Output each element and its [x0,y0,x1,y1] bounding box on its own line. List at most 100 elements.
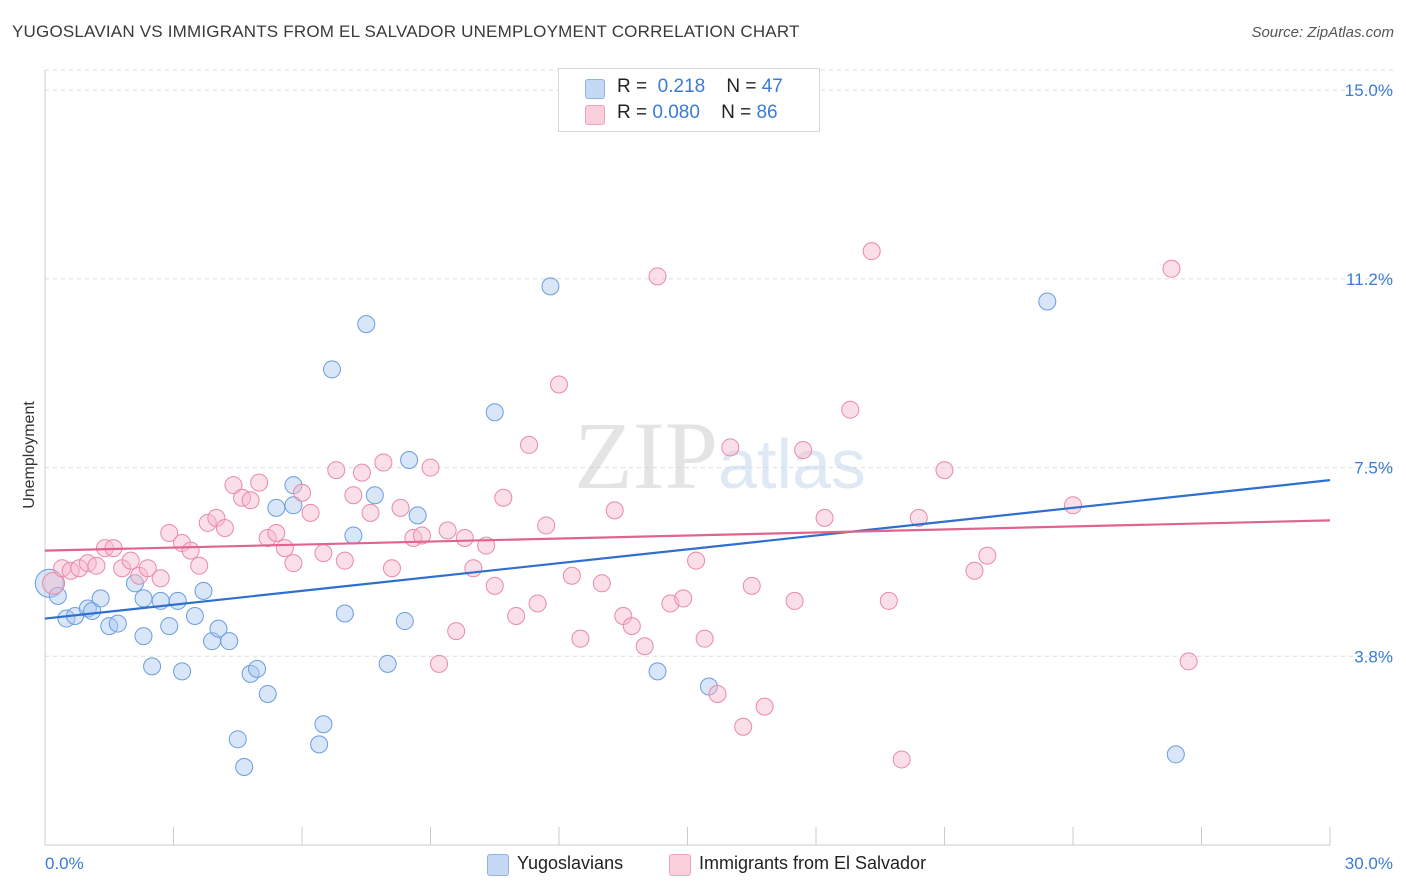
point-el-salvador [344,486,363,505]
point-el-salvador [571,629,590,648]
stats-legend: R = 0.218 N = 47 R = 0.080 N = 86 [558,68,820,132]
point-el-salvador [1064,496,1082,515]
point-el-salvador [815,508,834,527]
point-yugoslavians [395,612,414,631]
point-el-salvador [190,556,209,575]
legend-r-label: R = [617,102,648,123]
legend-swatch-pink [585,105,605,125]
point-el-salvador [734,717,753,736]
point-el-salvador [708,685,727,704]
point-el-salvador [121,551,140,570]
point-el-salvador [314,544,333,563]
point-el-salvador [965,561,984,580]
point-el-salvador [935,461,954,480]
point-yugoslavians [173,662,192,681]
legend-n-value: 86 [756,102,778,123]
point-el-salvador [794,440,813,459]
chart-title: YUGOSLAVIAN VS IMMIGRANTS FROM EL SALVAD… [12,22,800,41]
point-yugoslavians [648,662,667,681]
point-el-salvador [742,576,761,595]
point-el-salvador [622,617,641,636]
point-el-salvador [674,589,693,608]
point-yugoslavians [248,659,267,678]
point-el-salvador [160,523,179,542]
point-el-salvador [550,375,568,394]
point-el-salvador [42,571,66,595]
point-el-salvador [275,539,294,558]
legend-n-value: 47 [761,76,783,97]
point-yugoslavians [408,506,427,525]
point-el-salvador [755,697,774,716]
point-el-salvador [430,654,449,673]
point-el-salvador [374,453,393,472]
axes [44,70,1331,846]
point-yugoslavians [134,589,153,608]
point-yugoslavians [220,632,239,651]
point-el-salvador [494,488,513,507]
point-el-salvador [138,559,157,578]
y-tick-label: 7.5% [1354,459,1393,478]
y-tick-label: 3.8% [1354,647,1393,666]
point-yugoslavians [209,619,228,638]
x-tick-label: 30.0% [1345,854,1393,873]
point-el-salvador [635,637,654,656]
legend-label: Yugoslavians [517,853,624,873]
point-el-salvador [841,400,860,419]
point-el-salvador [537,516,556,535]
trend-line-yugoslavians [44,479,1331,620]
point-el-salvador [412,526,431,545]
point-el-salvador [485,576,504,595]
point-yugoslavians [258,685,277,704]
point-yugoslavians [344,526,363,545]
legend-swatch-blue [585,79,605,99]
point-el-salvador [258,529,277,548]
point-el-salvador [695,629,714,648]
point-yugoslavians [91,589,110,608]
point-yugoslavians [134,627,153,646]
y-tick-label: 11.2% [1346,270,1393,289]
point-el-salvador [862,242,881,261]
point-el-salvador [250,473,269,492]
point-el-salvador [455,529,474,548]
point-el-salvador [284,554,303,573]
point-el-salvador [1162,259,1181,278]
point-el-salvador [464,559,483,578]
grid-lines [45,69,1395,657]
point-el-salvador [151,569,170,588]
point-el-salvador [648,267,667,286]
point-el-salvador [382,559,401,578]
x-tick-label: 0.0% [45,854,84,873]
point-yugoslavians [335,604,354,623]
point-el-salvador [528,594,547,613]
legend-n-label: N = [726,76,757,97]
point-el-salvador [198,513,217,532]
point-el-salvador [438,521,457,540]
point-yugoslavians [267,498,286,517]
y-axis-title: Unemployment [21,401,38,509]
point-yugoslavians [48,586,67,605]
point-yugoslavians [400,451,419,470]
point-el-salvador [447,622,466,641]
legend-n-label: N = [721,102,752,123]
point-el-salvador [879,591,898,610]
point-el-salvador [391,498,410,517]
point-el-salvador [181,541,200,560]
legend-label: Immigrants from El Salvador [699,853,927,873]
point-el-salvador [241,491,260,510]
point-el-salvador [293,483,311,502]
y-tick-label: 15.0% [1345,81,1393,100]
y-tick-labels: 15.0% 11.2% 7.5% 3.8% [1345,81,1393,666]
point-el-salvador [335,551,354,570]
legend-swatch-blue [487,854,509,876]
point-yugoslavians [108,614,127,633]
point-el-salvador [215,518,234,537]
point-yugoslavians [485,403,504,422]
point-el-salvador [507,607,526,626]
point-yugoslavians [235,757,254,776]
point-el-salvador [1179,652,1198,671]
point-yugoslavians [1166,745,1185,764]
point-yugoslavians [314,715,333,734]
point-el-salvador [421,458,440,477]
point-el-salvador [267,523,286,542]
